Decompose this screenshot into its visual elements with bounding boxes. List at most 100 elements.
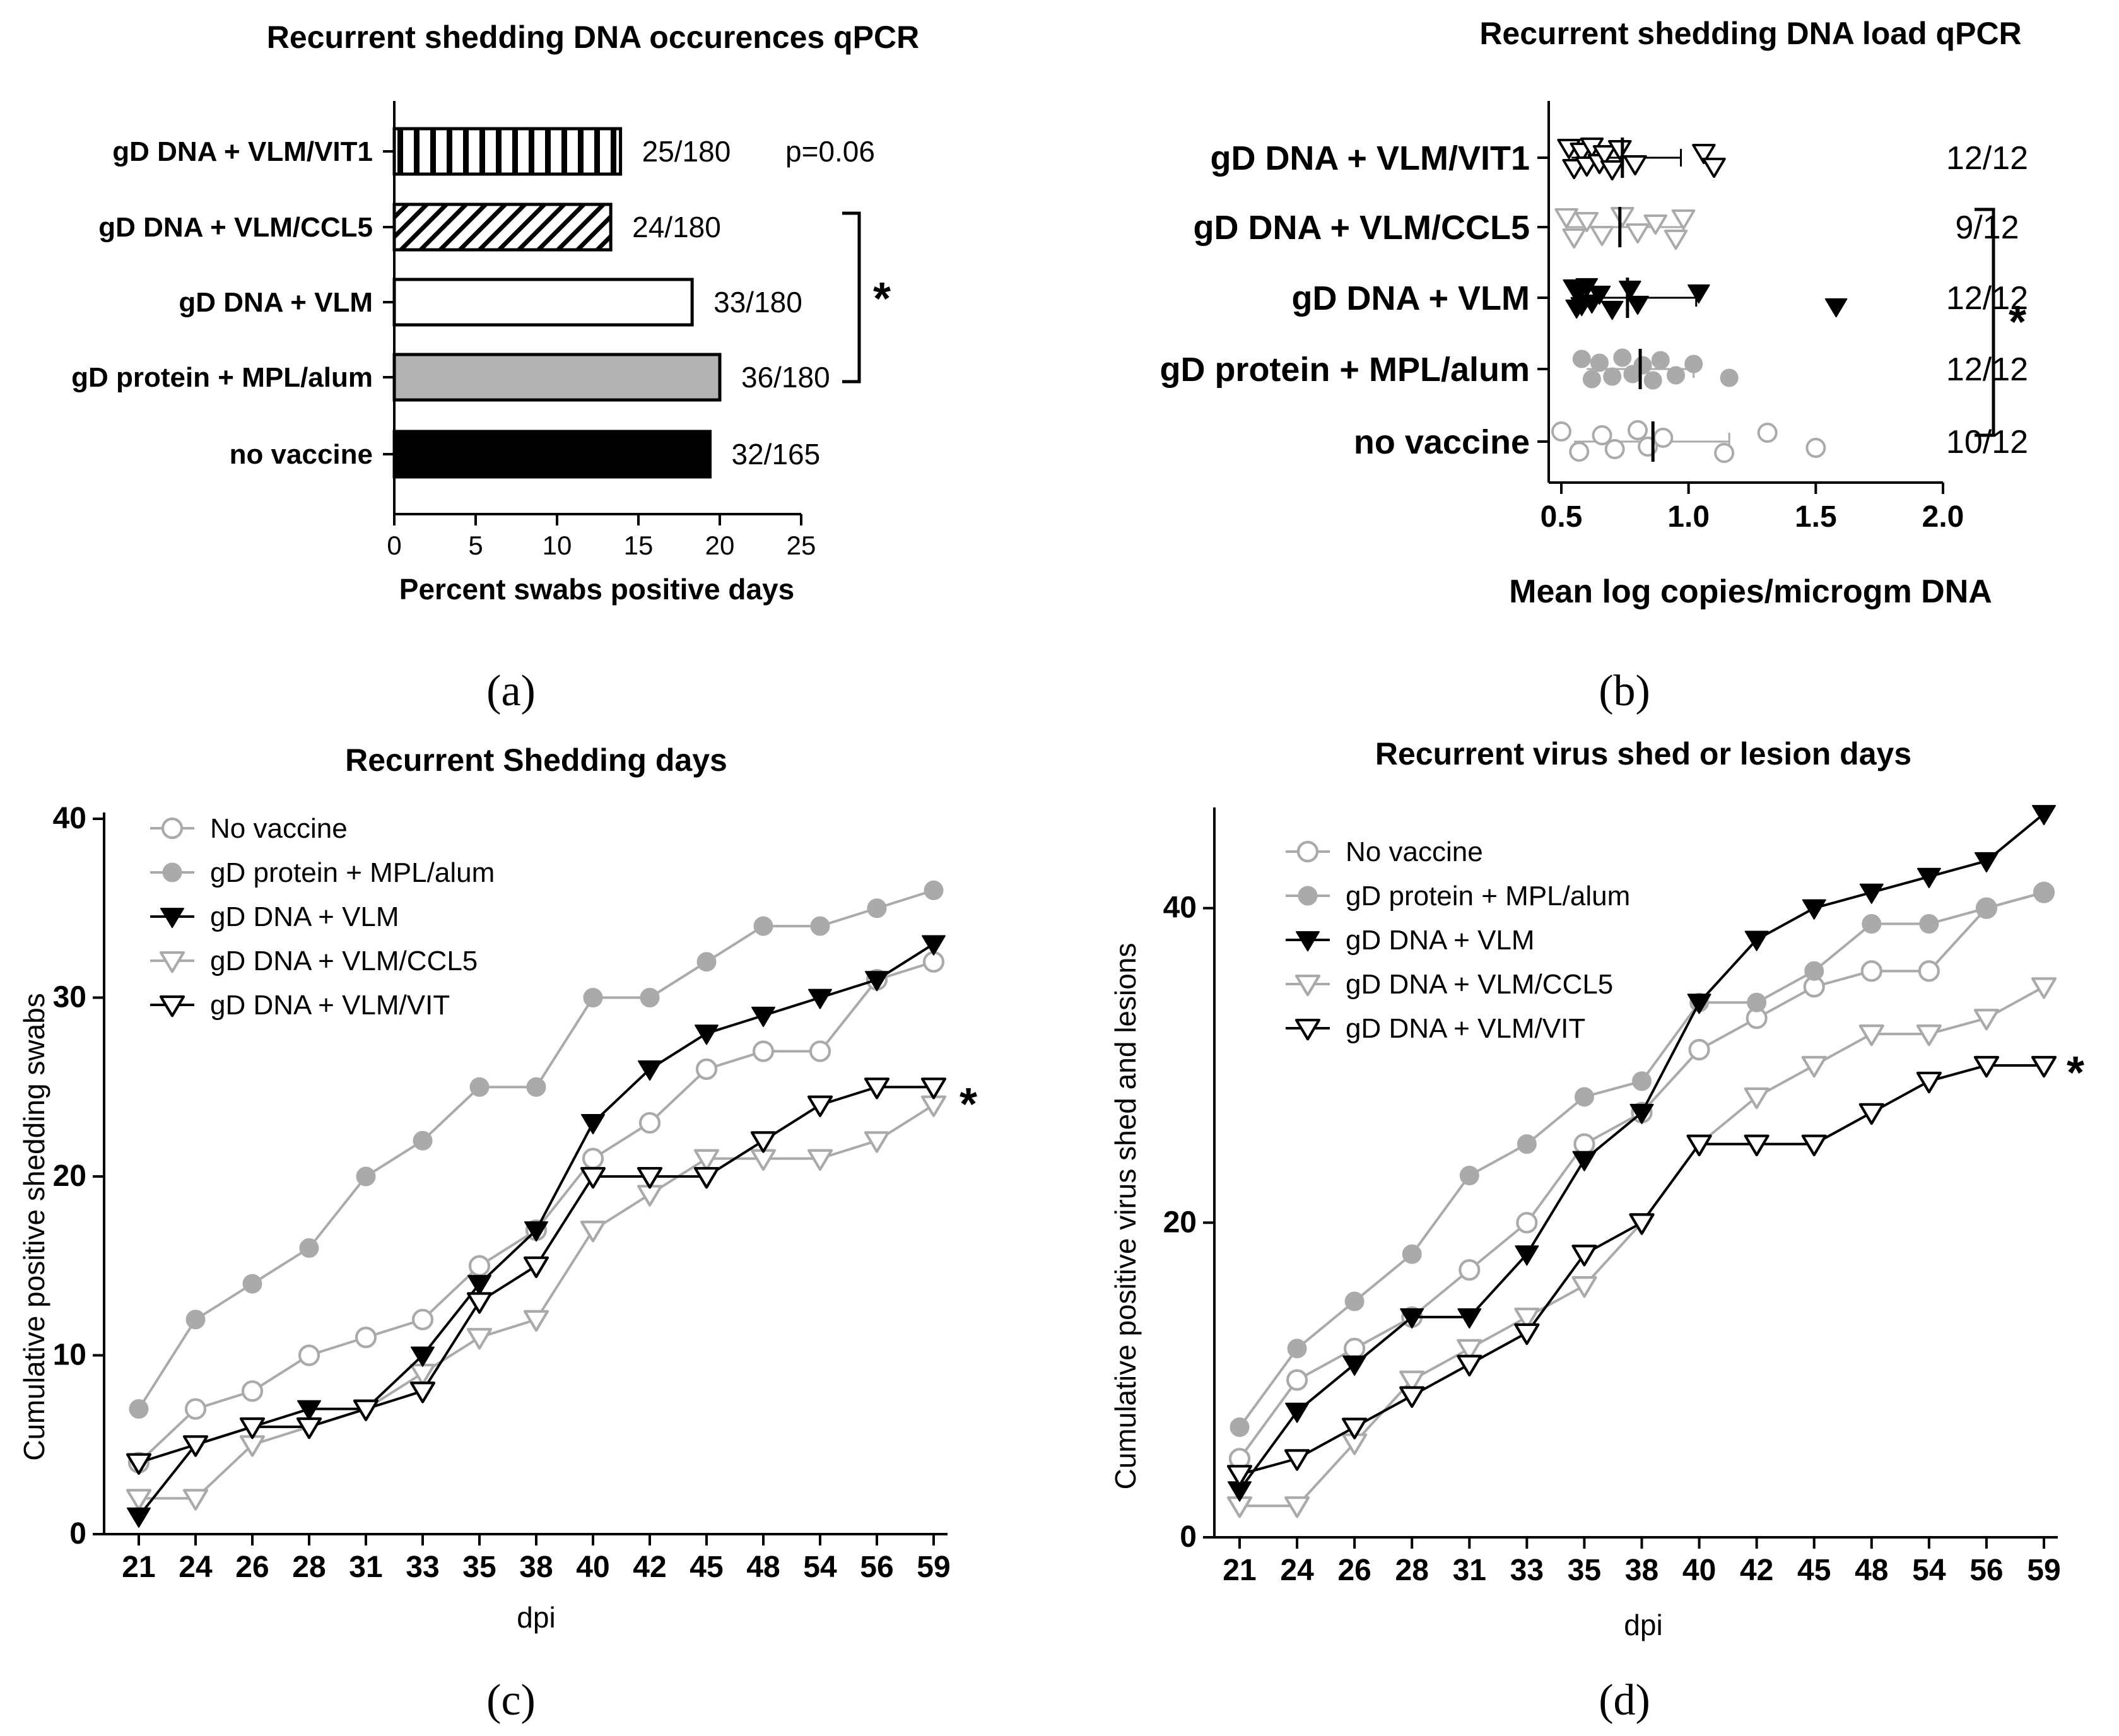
panel-d-line-gd-dna-vlm xyxy=(1238,812,2045,1491)
panel-b-point xyxy=(1611,206,1635,228)
panel-b-significance-star: * xyxy=(2009,297,2026,348)
panel-b-point xyxy=(1590,353,1609,372)
panel-c-y-tick-label: 30 xyxy=(53,981,86,1014)
panel-c-point xyxy=(864,1077,890,1100)
panel-c-legend-item-gd-dna-vlm: gD DNA + VLM xyxy=(150,901,399,932)
panel-c-x-tick-label: 24 xyxy=(179,1551,213,1584)
panel-c-point xyxy=(297,1400,321,1421)
panel-d-point xyxy=(1287,1339,1307,1359)
panel-d-y-axis-label: Cumulative positive virus shed and lesio… xyxy=(1109,943,1142,1490)
panel-b-point xyxy=(1551,421,1571,442)
panel-b-title: Recurrent shedding DNA load qPCR xyxy=(1479,16,2021,51)
panel-c-point xyxy=(296,1417,322,1440)
panel-d-x-tick-label: 33 xyxy=(1510,1554,1544,1587)
panel-d-point xyxy=(1284,1449,1310,1471)
panel-b-count-label: 10/12 xyxy=(1946,424,2028,460)
panel-d-point xyxy=(1457,1308,1482,1329)
panel-a-data-label: 24/180 xyxy=(632,211,721,243)
panel-b-point xyxy=(1714,443,1735,463)
panel-b-series-gd-dna-vlm-vit1: gD DNA + VLM/VIT1 12/12 xyxy=(1210,137,2028,181)
panel-d-point xyxy=(1632,1071,1652,1091)
panel-b-category-label-gd-protein-mpl-alum: gD protein + MPL/alum xyxy=(1159,351,1530,389)
panel-c-point xyxy=(466,1292,493,1314)
panel-b-point xyxy=(1824,298,1848,318)
panel-a-x-tick-label: 25 xyxy=(787,531,816,560)
panel-b-scatter-chart: Recurrent shedding DNA load qPCR 0.5 1.0 1… xyxy=(1159,16,2028,715)
panel-c-point xyxy=(468,1255,491,1277)
panel-a-title: Recurrent shedding DNA occurences qPCR xyxy=(267,20,919,55)
panel-c-point xyxy=(810,916,830,936)
panel-c-point xyxy=(241,1380,264,1402)
panel-d-x-tick-label: 21 xyxy=(1223,1554,1256,1587)
panel-d-x-tick-label: 42 xyxy=(1740,1554,1773,1587)
panel-c-label: (c) xyxy=(486,1676,536,1725)
panel-c-point xyxy=(409,1363,436,1386)
panel-c-point xyxy=(865,971,889,992)
panel-b-point xyxy=(1692,143,1716,165)
panel-c-point xyxy=(467,1275,491,1296)
panel-c-point xyxy=(299,1238,319,1258)
panel-c-point xyxy=(695,1058,718,1081)
panel-d-point xyxy=(1976,898,1997,918)
panel-b-point xyxy=(1600,160,1624,181)
panel-d-legend-item-gd-dna-vlm-vit: gD DNA + VLM/VIT xyxy=(1286,1013,1585,1044)
panel-c-point xyxy=(864,1131,890,1153)
panel-d-point xyxy=(1688,1038,1710,1061)
panel-b-point xyxy=(1569,442,1590,462)
panel-c-point xyxy=(693,1149,720,1171)
panel-d-x-tick-label: 31 xyxy=(1453,1554,1486,1587)
panel-d-legend-marker xyxy=(1296,931,1320,952)
panel-c-point xyxy=(637,1166,663,1189)
panel-a-category-label-gd-dna-vlm-vit1: gD DNA + VLM/VIT1 xyxy=(112,136,373,167)
panel-b-category-label-gd-dna-vlm-vit1: gD DNA + VLM/VIT1 xyxy=(1210,139,1530,177)
panel-c-point xyxy=(867,898,887,918)
panel-d-point xyxy=(1459,1166,1479,1185)
panel-a-bar-gd-dna-vlm-vit1 xyxy=(392,127,623,176)
panel-b-category-label-gd-dna-vlm-ccl5: gD DNA + VLM/CCL5 xyxy=(1193,209,1530,247)
panel-d-legend-label: No vaccine xyxy=(1346,836,1483,867)
panel-c-point xyxy=(580,1166,606,1189)
panel-c-legend-marker xyxy=(159,995,185,1018)
panel-d-point xyxy=(1916,1071,1942,1094)
panel-d-legend-label: gD DNA + VLM xyxy=(1346,925,1535,956)
panel-c-point xyxy=(807,1095,833,1117)
panel-c-legend-item-no-vaccine: No vaccine xyxy=(150,813,348,844)
panel-b-point xyxy=(1720,368,1739,387)
panel-b-point xyxy=(1572,349,1591,368)
panel-b-category-label-no-vaccine: no vaccine xyxy=(1354,423,1530,461)
panel-d-x-tick-label: 48 xyxy=(1855,1554,1888,1587)
panel-a-x-tick-label: 0 xyxy=(387,531,401,560)
panel-b-point xyxy=(1667,366,1685,385)
panel-b-point xyxy=(1592,425,1612,445)
panel-c-legend-marker xyxy=(161,817,184,840)
panel-c-point xyxy=(752,1040,775,1062)
panel-c-series-gd-protein-mpl-alum xyxy=(129,880,944,1419)
panel-d-point xyxy=(1629,1213,1655,1235)
panel-b-point xyxy=(1590,225,1614,247)
panel-b-x-tick-label: 2.0 xyxy=(1922,500,1964,534)
panel-d-point xyxy=(1687,994,1711,1014)
panel-d-x-tick-label: 38 xyxy=(1625,1554,1658,1587)
panel-d-x-tick-label: 28 xyxy=(1395,1554,1429,1587)
panel-d-y-tick-label: 40 xyxy=(1163,891,1197,925)
panel-c-y-tick-label: 10 xyxy=(53,1339,86,1372)
panel-a-x-axis-label: Percent swabs positive days xyxy=(399,573,794,606)
panel-b-x-tick-label: 0.5 xyxy=(1541,500,1583,534)
panel-a-label: (a) xyxy=(486,667,536,715)
panel-c-x-tick-label: 56 xyxy=(860,1551,893,1584)
panel-a-x-tick-label: 15 xyxy=(624,531,654,560)
panel-d-point xyxy=(1399,1386,1425,1408)
panel-d-point xyxy=(1459,1259,1481,1281)
panel-c-x-tick-label: 21 xyxy=(122,1551,155,1584)
panel-c-legend-marker xyxy=(159,951,185,973)
panel-c-point xyxy=(753,916,773,936)
panel-b-point xyxy=(1633,356,1652,375)
panel-d-point xyxy=(1571,1245,1597,1267)
panel-d-x-axis-label: dpi xyxy=(1624,1609,1662,1641)
panel-c-significance-star: * xyxy=(960,1079,977,1130)
panel-d-label: (d) xyxy=(1599,1676,1650,1725)
panel-c-legend-label: No vaccine xyxy=(210,813,348,844)
panel-d-point xyxy=(1516,1212,1538,1234)
panel-d-point xyxy=(1919,914,1939,934)
